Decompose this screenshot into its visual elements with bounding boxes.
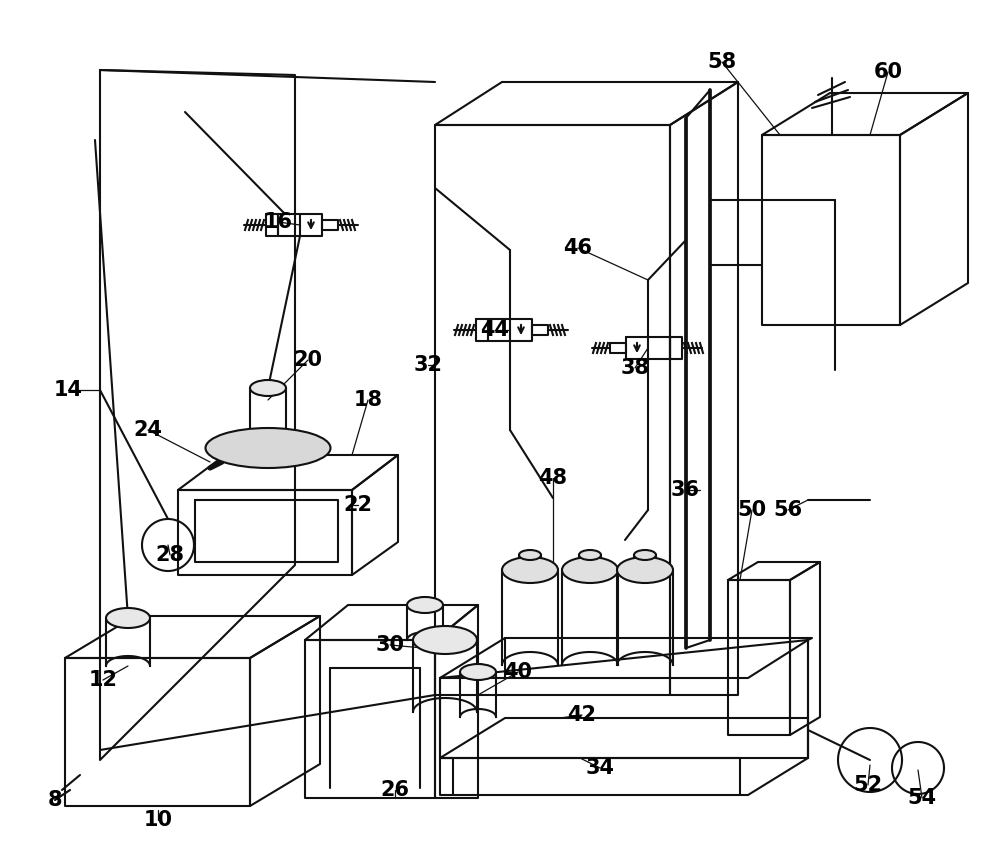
Text: 32: 32: [414, 355, 442, 375]
Text: 14: 14: [54, 380, 82, 400]
Text: 10: 10: [144, 810, 173, 830]
Text: 16: 16: [264, 212, 292, 232]
Ellipse shape: [413, 626, 477, 654]
Ellipse shape: [206, 428, 330, 468]
Ellipse shape: [502, 557, 558, 583]
Text: 26: 26: [380, 780, 410, 800]
Text: 22: 22: [344, 495, 372, 515]
Text: 42: 42: [568, 705, 596, 725]
Text: 56: 56: [773, 500, 803, 520]
Text: 12: 12: [88, 670, 118, 690]
Ellipse shape: [562, 557, 618, 583]
Text: 50: 50: [737, 500, 767, 520]
Text: 36: 36: [670, 480, 700, 500]
Text: 28: 28: [156, 545, 184, 565]
Ellipse shape: [106, 608, 150, 628]
Ellipse shape: [634, 550, 656, 560]
Text: 54: 54: [907, 788, 937, 808]
Text: 44: 44: [480, 320, 510, 340]
Text: 18: 18: [354, 390, 382, 410]
Ellipse shape: [250, 380, 286, 396]
Text: 60: 60: [874, 62, 902, 82]
Text: 24: 24: [134, 420, 162, 440]
Text: 58: 58: [707, 52, 737, 72]
Ellipse shape: [460, 664, 496, 680]
Text: 52: 52: [853, 775, 883, 795]
Text: 8: 8: [48, 790, 62, 810]
Text: 20: 20: [294, 350, 322, 370]
Text: 46: 46: [564, 238, 592, 258]
Ellipse shape: [617, 557, 673, 583]
Ellipse shape: [519, 550, 541, 560]
Text: 30: 30: [376, 635, 404, 655]
Text: 48: 48: [538, 468, 568, 488]
Text: 34: 34: [586, 758, 614, 778]
Text: 40: 40: [504, 662, 532, 682]
Text: 38: 38: [620, 358, 650, 378]
Ellipse shape: [407, 597, 443, 613]
Ellipse shape: [579, 550, 601, 560]
